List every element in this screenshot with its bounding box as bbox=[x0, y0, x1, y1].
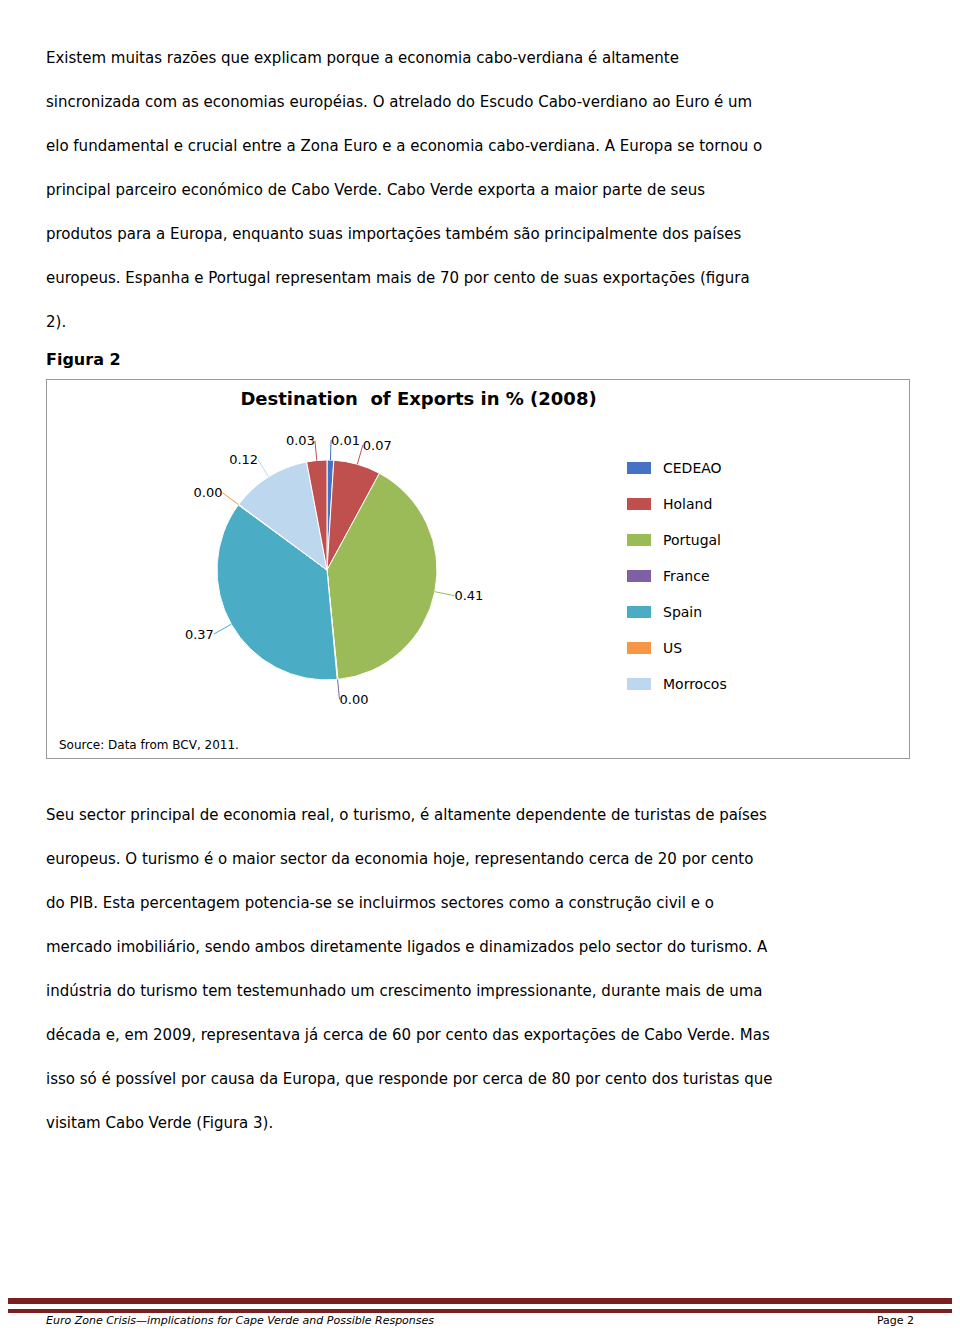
html-text:Source: Data from BCV, 2011.: Source: Data from BCV, 2011. bbox=[59, 738, 239, 752]
html-text:2).: 2). bbox=[46, 313, 67, 331]
svg-text:0.12: 0.12 bbox=[229, 452, 258, 467]
html-text:Existem muitas razões que expl: Existem muitas razões que explicam porqu… bbox=[46, 49, 679, 67]
svg-text:0.01: 0.01 bbox=[331, 433, 360, 448]
svg-text:0.00: 0.00 bbox=[339, 692, 368, 707]
svg-text:0.41: 0.41 bbox=[454, 588, 483, 603]
html-text:Portugal: Portugal bbox=[663, 532, 721, 548]
html-text:CEDEAO: CEDEAO bbox=[663, 460, 722, 476]
html-text:Spain: Spain bbox=[663, 604, 703, 620]
html-text:produtos para a Europa, enquan: produtos para a Europa, enquanto suas im… bbox=[46, 225, 742, 243]
html-text:europeus. O turismo é o maior: europeus. O turismo é o maior sector da … bbox=[46, 850, 754, 868]
svg-text:0.07: 0.07 bbox=[363, 438, 392, 453]
html-text:sincronizada com as economias: sincronizada com as economias européias.… bbox=[46, 93, 753, 111]
svg-text:0.37: 0.37 bbox=[185, 627, 214, 642]
html-text:europeus. Espanha e Portugal r: europeus. Espanha e Portugal representam… bbox=[46, 269, 750, 287]
html-text:Morrocos: Morrocos bbox=[663, 676, 727, 692]
html-text:do PIB. Esta percentagem poten: do PIB. Esta percentagem potencia-se se … bbox=[46, 894, 714, 912]
svg-text:0.03: 0.03 bbox=[286, 433, 315, 448]
html-text:mercado imobiliário, sendo amb: mercado imobiliário, sendo ambos diretam… bbox=[46, 938, 768, 956]
html-text:Figura 2: Figura 2 bbox=[46, 350, 121, 369]
html-text:principal parceiro económico d: principal parceiro económico de Cabo Ver… bbox=[46, 181, 705, 199]
html-text:isso só é possível por causa d: isso só é possível por causa da Europa, … bbox=[46, 1070, 773, 1088]
html-text:década e, em 2009, representav: década e, em 2009, representava já cerca… bbox=[46, 1026, 770, 1044]
html-text:indústria do turismo tem teste: indústria do turismo tem testemunhado um… bbox=[46, 982, 763, 1000]
html-text:US: US bbox=[663, 640, 683, 656]
html-text:Page 2: Page 2 bbox=[876, 1313, 914, 1327]
svg-text:0.00: 0.00 bbox=[193, 485, 222, 500]
html-text:elo fundamental e crucial entr: elo fundamental e crucial entre a Zona E… bbox=[46, 137, 763, 155]
html-text:Destination of Exports in % (2: Destination of Exports in % (2008) bbox=[240, 388, 597, 409]
html-text:Holand: Holand bbox=[663, 496, 713, 512]
html-text:visitam Cabo Verde (Figura 3).: visitam Cabo Verde (Figura 3). bbox=[46, 1114, 274, 1132]
html-text:Seu sector principal de econom: Seu sector principal de economia real, o… bbox=[46, 806, 767, 824]
html-text:France: France bbox=[663, 568, 710, 584]
html-text:Euro Zone Crisis—implications: Euro Zone Crisis—implications for Cape V… bbox=[46, 1313, 434, 1327]
